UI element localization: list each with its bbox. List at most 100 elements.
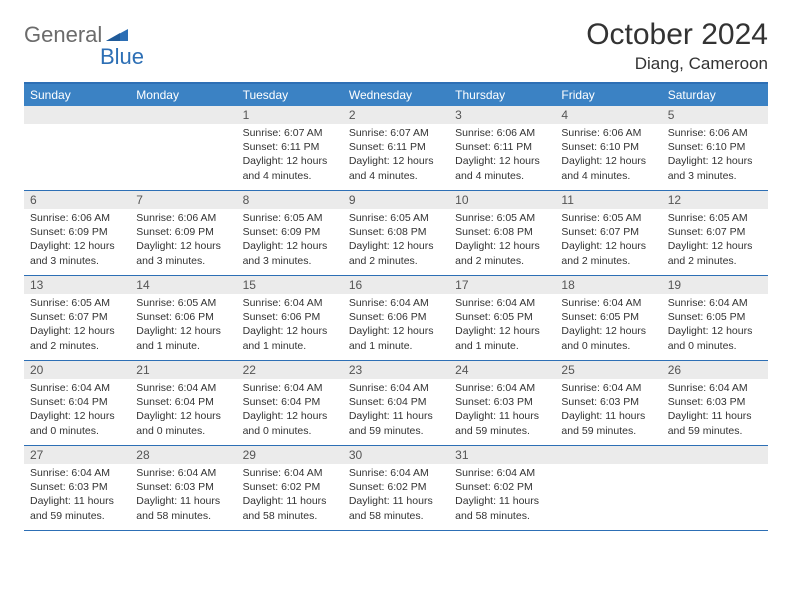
calendar-cell: 19Sunrise: 6:04 AMSunset: 6:05 PMDayligh…	[662, 276, 768, 360]
day-number: 10	[449, 191, 555, 209]
calendar-week: 20Sunrise: 6:04 AMSunset: 6:04 PMDayligh…	[24, 361, 768, 446]
day-detail-line: and 59 minutes.	[455, 424, 549, 438]
day-detail-line: Sunset: 6:02 PM	[455, 480, 549, 494]
day-number: 21	[130, 361, 236, 379]
day-detail-line: Sunrise: 6:06 AM	[561, 126, 655, 140]
day-details: Sunrise: 6:07 AMSunset: 6:11 PMDaylight:…	[237, 124, 343, 187]
day-number: 25	[555, 361, 661, 379]
day-number: 2	[343, 106, 449, 124]
day-detail-line: and 3 minutes.	[668, 169, 762, 183]
day-number: 24	[449, 361, 555, 379]
day-details: Sunrise: 6:04 AMSunset: 6:03 PMDaylight:…	[449, 379, 555, 442]
calendar-cell: 8Sunrise: 6:05 AMSunset: 6:09 PMDaylight…	[237, 191, 343, 275]
calendar-cell: 21Sunrise: 6:04 AMSunset: 6:04 PMDayligh…	[130, 361, 236, 445]
day-details: Sunrise: 6:06 AMSunset: 6:10 PMDaylight:…	[662, 124, 768, 187]
day-header-cell: Tuesday	[237, 84, 343, 106]
day-detail-line: Sunset: 6:09 PM	[30, 225, 124, 239]
day-detail-line: Sunrise: 6:04 AM	[243, 466, 337, 480]
day-number: 22	[237, 361, 343, 379]
day-detail-line: and 3 minutes.	[243, 254, 337, 268]
calendar-cell: 12Sunrise: 6:05 AMSunset: 6:07 PMDayligh…	[662, 191, 768, 275]
day-detail-line: Daylight: 11 hours	[668, 409, 762, 423]
day-detail-line: Sunrise: 6:04 AM	[668, 296, 762, 310]
day-detail-line: Daylight: 12 hours	[561, 324, 655, 338]
day-detail-line: and 59 minutes.	[668, 424, 762, 438]
day-details: Sunrise: 6:05 AMSunset: 6:07 PMDaylight:…	[555, 209, 661, 272]
calendar-cell: 29Sunrise: 6:04 AMSunset: 6:02 PMDayligh…	[237, 446, 343, 530]
calendar-cell: 27Sunrise: 6:04 AMSunset: 6:03 PMDayligh…	[24, 446, 130, 530]
day-detail-line: and 0 minutes.	[561, 339, 655, 353]
day-detail-line: Sunset: 6:09 PM	[243, 225, 337, 239]
day-detail-line: Daylight: 12 hours	[561, 239, 655, 253]
day-number	[130, 106, 236, 124]
day-detail-line: Daylight: 11 hours	[455, 409, 549, 423]
day-details: Sunrise: 6:05 AMSunset: 6:07 PMDaylight:…	[662, 209, 768, 272]
day-number: 9	[343, 191, 449, 209]
day-header-cell: Monday	[130, 84, 236, 106]
day-details: Sunrise: 6:04 AMSunset: 6:06 PMDaylight:…	[343, 294, 449, 357]
day-detail-line: Sunset: 6:11 PM	[349, 140, 443, 154]
day-detail-line: Sunrise: 6:05 AM	[455, 211, 549, 225]
day-detail-line: and 0 minutes.	[668, 339, 762, 353]
day-detail-line: Daylight: 12 hours	[668, 239, 762, 253]
day-detail-line: Daylight: 11 hours	[349, 494, 443, 508]
calendar-week: 13Sunrise: 6:05 AMSunset: 6:07 PMDayligh…	[24, 276, 768, 361]
day-details: Sunrise: 6:04 AMSunset: 6:02 PMDaylight:…	[449, 464, 555, 527]
day-detail-line: Sunset: 6:05 PM	[668, 310, 762, 324]
day-detail-line: Daylight: 12 hours	[561, 154, 655, 168]
day-detail-line: Daylight: 12 hours	[136, 239, 230, 253]
day-details: Sunrise: 6:05 AMSunset: 6:09 PMDaylight:…	[237, 209, 343, 272]
calendar-cell: 7Sunrise: 6:06 AMSunset: 6:09 PMDaylight…	[130, 191, 236, 275]
day-header-cell: Thursday	[449, 84, 555, 106]
calendar-week: 1Sunrise: 6:07 AMSunset: 6:11 PMDaylight…	[24, 106, 768, 191]
day-details: Sunrise: 6:04 AMSunset: 6:04 PMDaylight:…	[343, 379, 449, 442]
day-detail-line: and 2 minutes.	[30, 339, 124, 353]
day-details: Sunrise: 6:05 AMSunset: 6:08 PMDaylight:…	[449, 209, 555, 272]
day-detail-line: Sunset: 6:10 PM	[561, 140, 655, 154]
day-detail-line: Sunrise: 6:04 AM	[136, 466, 230, 480]
calendar-cell: 10Sunrise: 6:05 AMSunset: 6:08 PMDayligh…	[449, 191, 555, 275]
day-detail-line: Sunrise: 6:04 AM	[561, 381, 655, 395]
day-detail-line: Sunrise: 6:04 AM	[668, 381, 762, 395]
day-detail-line: Sunrise: 6:05 AM	[136, 296, 230, 310]
day-detail-line: Sunset: 6:05 PM	[455, 310, 549, 324]
day-number: 13	[24, 276, 130, 294]
day-detail-line: Sunset: 6:07 PM	[668, 225, 762, 239]
day-details: Sunrise: 6:04 AMSunset: 6:02 PMDaylight:…	[237, 464, 343, 527]
day-detail-line: and 58 minutes.	[349, 509, 443, 523]
calendar-cell	[662, 446, 768, 530]
day-number: 27	[24, 446, 130, 464]
calendar-cell: 4Sunrise: 6:06 AMSunset: 6:10 PMDaylight…	[555, 106, 661, 190]
day-details: Sunrise: 6:04 AMSunset: 6:03 PMDaylight:…	[662, 379, 768, 442]
day-detail-line: and 1 minute.	[243, 339, 337, 353]
day-header-row: SundayMondayTuesdayWednesdayThursdayFrid…	[24, 84, 768, 106]
day-detail-line: and 3 minutes.	[136, 254, 230, 268]
day-detail-line: Daylight: 11 hours	[349, 409, 443, 423]
day-detail-line: Daylight: 11 hours	[455, 494, 549, 508]
calendar-cell: 16Sunrise: 6:04 AMSunset: 6:06 PMDayligh…	[343, 276, 449, 360]
day-detail-line: Sunset: 6:03 PM	[136, 480, 230, 494]
day-detail-line: Daylight: 11 hours	[243, 494, 337, 508]
location-label: Diang, Cameroon	[586, 54, 768, 74]
day-number: 14	[130, 276, 236, 294]
day-detail-line: Sunrise: 6:05 AM	[30, 296, 124, 310]
day-detail-line: Daylight: 11 hours	[561, 409, 655, 423]
day-details: Sunrise: 6:04 AMSunset: 6:02 PMDaylight:…	[343, 464, 449, 527]
day-number: 11	[555, 191, 661, 209]
day-number	[555, 446, 661, 464]
logo: General Blue	[24, 22, 144, 70]
day-detail-line: Sunset: 6:02 PM	[349, 480, 443, 494]
day-detail-line: Sunset: 6:06 PM	[243, 310, 337, 324]
day-detail-line: Sunrise: 6:07 AM	[349, 126, 443, 140]
day-detail-line: Daylight: 12 hours	[455, 324, 549, 338]
day-number	[24, 106, 130, 124]
day-number: 8	[237, 191, 343, 209]
calendar-cell: 31Sunrise: 6:04 AMSunset: 6:02 PMDayligh…	[449, 446, 555, 530]
day-detail-line: and 4 minutes.	[349, 169, 443, 183]
calendar-cell: 26Sunrise: 6:04 AMSunset: 6:03 PMDayligh…	[662, 361, 768, 445]
logo-text-blue: Blue	[24, 44, 144, 70]
calendar: SundayMondayTuesdayWednesdayThursdayFrid…	[24, 82, 768, 531]
day-detail-line: Sunrise: 6:04 AM	[243, 296, 337, 310]
day-detail-line: Sunrise: 6:04 AM	[455, 381, 549, 395]
calendar-cell: 1Sunrise: 6:07 AMSunset: 6:11 PMDaylight…	[237, 106, 343, 190]
